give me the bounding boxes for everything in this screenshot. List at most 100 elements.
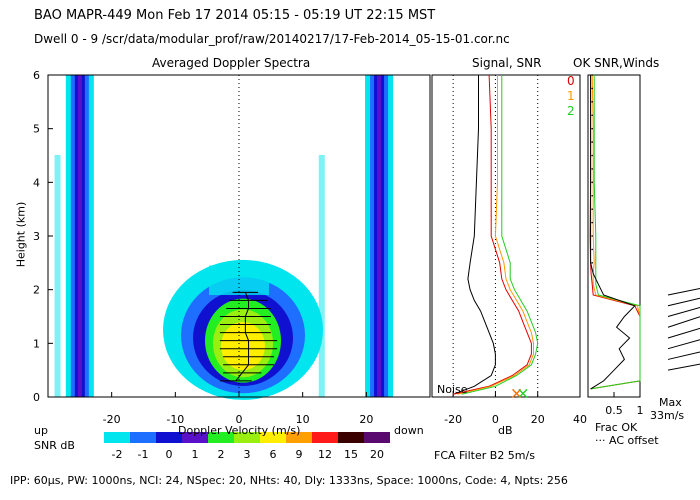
mean-velocity-line	[235, 292, 250, 382]
signal-xtick-label: 0	[492, 413, 499, 426]
colorbar-tick-label: 1	[192, 448, 199, 461]
signal-xtick-label: -20	[444, 413, 462, 426]
ac-offset-label: ··· AC offset	[595, 434, 659, 447]
ac-offset-dot	[591, 194, 593, 197]
colorbar-tick-label: 15	[344, 448, 358, 461]
ac-offset-dot	[591, 181, 593, 184]
filter-label: FCA Filter B2 5m/s	[434, 449, 535, 462]
ac-offset-dot	[591, 168, 593, 170]
colorbar-up-label: up	[34, 424, 48, 437]
signal-xtick-label: 20	[531, 413, 545, 426]
ac-offset-dot	[591, 101, 593, 103]
colorbar-swatch	[208, 432, 234, 443]
wind-barb	[667, 316, 700, 328]
colorbar-swatch	[182, 432, 208, 443]
colorbar-swatch	[234, 432, 260, 443]
signal-series-1	[457, 75, 534, 395]
signal-series-0	[452, 74, 532, 395]
ac-offset-dot	[591, 235, 593, 237]
colorbar-tick-label: 12	[318, 448, 332, 461]
noise-stripe	[54, 155, 61, 397]
colorbar-tick-label: 0	[166, 448, 173, 461]
legend-0: 0	[567, 74, 575, 88]
colorbar-swatch	[156, 432, 182, 443]
colorbar-swatch	[364, 432, 390, 443]
ok-title: OK SNR,Winds	[573, 56, 660, 70]
colorbar-tick-label: 2	[218, 448, 225, 461]
spectra-ytick-label: 3	[33, 230, 40, 243]
spectra-ytick-label: 6	[33, 69, 40, 82]
wind-barb	[667, 327, 700, 339]
wind-barb	[667, 351, 700, 360]
wind-barb	[667, 297, 700, 307]
ok-series-2	[590, 75, 641, 390]
ac-offset-dot	[591, 74, 593, 76]
header-line-1: BAO MAPR-449 Mon Feb 17 2014 05:15 - 05:…	[34, 8, 436, 23]
spectra-xtick-label: 0	[236, 413, 243, 426]
spectra-xtick-label: 10	[296, 413, 310, 426]
colorbar-tick-label: 6	[270, 448, 277, 461]
colorbar-tick-label: 9	[296, 448, 303, 461]
colorbar-tick-label: -2	[112, 448, 123, 461]
db-axis-label: dB	[498, 424, 513, 437]
ok-xtick-label: 1	[637, 404, 644, 417]
legend-2: 2	[567, 104, 575, 118]
echo-layer	[221, 322, 265, 371]
spectra-xtick-label: -20	[103, 413, 121, 426]
velocity-axis-label: Doppler Velocity (m/s)	[178, 424, 301, 437]
ac-offset-dot	[591, 154, 593, 157]
noise-stripe	[318, 155, 325, 397]
clutter-band-center	[77, 75, 82, 397]
spectra-ytick-label: 2	[33, 284, 40, 297]
signal-marker: ×	[516, 383, 529, 402]
spectra-xtick-label: 20	[359, 413, 373, 426]
colorbar-snr-label: SNR dB	[34, 439, 75, 452]
ac-offset-dot	[591, 114, 593, 117]
clutter-band-center	[377, 75, 382, 397]
ac-offset-dot	[591, 208, 593, 210]
ac-offset-dot	[591, 221, 593, 224]
colorbar-swatch	[312, 432, 338, 443]
max-value: 33m/s	[650, 409, 685, 422]
ac-offset-dot	[591, 141, 593, 143]
colorbar-down-label: down	[394, 424, 424, 437]
ac-offset-dot	[591, 127, 593, 130]
frac-ok-label: Frac OK	[595, 421, 638, 434]
ok-series-1	[590, 74, 641, 390]
signal-marker: ×	[510, 383, 523, 402]
echo-plume	[209, 265, 269, 296]
colorbar-tick-label: -1	[138, 448, 149, 461]
ac-offset-dot	[591, 87, 593, 90]
colorbar-swatch	[130, 432, 156, 443]
signal-title: Signal, SNR	[472, 56, 542, 70]
wind-barb	[667, 287, 700, 296]
colorbar-swatch	[104, 432, 130, 443]
ok-series-ACoffset	[590, 75, 636, 390]
spectra-xtick-label: -10	[166, 413, 184, 426]
signal-axes	[431, 74, 581, 398]
header-line-2: Dwell 0 - 9 /scr/data/modular_prof/raw/2…	[34, 32, 510, 46]
ok-series-0	[589, 75, 641, 390]
wind-barb	[667, 307, 700, 317]
spectra-title: Averaged Doppler Spectra	[152, 56, 311, 70]
ac-offset-dot	[591, 262, 593, 264]
spectra-ytick-label: 4	[33, 176, 40, 189]
signal-series-2	[461, 75, 539, 395]
signal-xtick-label: 40	[573, 413, 587, 426]
colorbar-swatch	[286, 432, 312, 443]
colorbar-tick-label: 3	[244, 448, 251, 461]
height-axis-label: Height (km)	[14, 201, 28, 268]
signal-series-noisesignal	[452, 75, 496, 395]
footer-params: IPP: 60µs, PW: 1000ns, NCI: 24, NSpec: 2…	[10, 474, 568, 487]
colorbar-swatch	[260, 432, 286, 443]
colorbar-swatch	[338, 432, 364, 443]
max-label: Max	[659, 396, 682, 409]
spectra-ytick-label: 5	[33, 123, 40, 136]
legend-1: 1	[567, 89, 575, 103]
spectra-ytick-label: 0	[33, 391, 40, 404]
colorbar-tick-label: 20	[370, 448, 384, 461]
wind-barb	[667, 339, 700, 350]
ok-xtick-label: 0.5	[605, 404, 623, 417]
wind-barb	[667, 363, 700, 371]
